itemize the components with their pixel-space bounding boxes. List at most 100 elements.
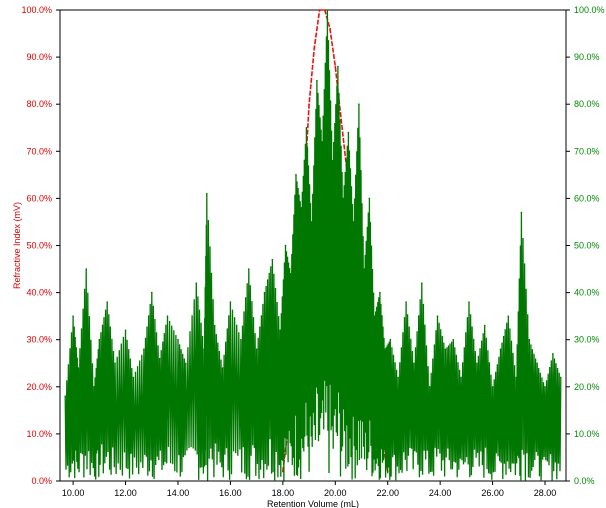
left-y-tick-label: 40.0%: [26, 288, 52, 298]
left-y-tick-label: 70.0%: [26, 146, 52, 156]
x-tick-label: 26.00: [481, 488, 504, 498]
x-tick-label: 24.00: [429, 488, 452, 498]
second-detector-point: [150, 291, 153, 294]
second-detector-point: [326, 9, 329, 11]
second-detector-point: [358, 103, 360, 105]
second-detector-point: [559, 376, 562, 379]
second-detector-point: [515, 376, 517, 379]
second-detector-point: [352, 221, 355, 223]
second-detector-point: [263, 291, 266, 294]
left-y-tick-label: 20.0%: [26, 382, 52, 392]
second-detector-point: [520, 211, 523, 214]
second-detector-point: [363, 268, 365, 270]
second-detector-point: [114, 362, 116, 365]
x-tick-label: 28.00: [534, 488, 557, 498]
second-detector-point: [206, 192, 208, 195]
second-detector-point: [491, 386, 494, 388]
second-detector-point: [203, 348, 205, 350]
second-detector-point: [158, 357, 161, 360]
right-y-tick-label: 40.0%: [574, 288, 600, 298]
second-detector-point: [444, 348, 447, 350]
right-y-tick-label: 30.0%: [574, 335, 600, 345]
right-y-tick-label: 60.0%: [574, 193, 600, 203]
second-detector-point: [397, 376, 400, 379]
refractive-index-point: [318, 9, 321, 11]
x-tick-label: 14.00: [167, 488, 190, 498]
second-detector-point: [213, 324, 216, 327]
left-y-tick-label: 60.0%: [26, 193, 52, 203]
second-detector-point: [279, 329, 282, 332]
second-detector-point: [552, 353, 554, 355]
second-detector-point: [536, 362, 538, 365]
left-y-tick-label: 90.0%: [26, 52, 52, 62]
second-detector-point: [295, 174, 297, 176]
x-tick-label: 16.00: [219, 488, 242, 498]
second-detector-point: [221, 367, 224, 369]
second-detector-point: [405, 301, 407, 303]
right-y-tick-label: 0.0%: [574, 476, 595, 486]
left-y-tick-label: 10.0%: [26, 429, 52, 439]
second-detector-point: [373, 315, 376, 317]
second-detector-point: [507, 315, 510, 317]
x-tick-label: 12.00: [114, 488, 137, 498]
left-y-axis-title: Refractive Index (mV): [12, 202, 22, 289]
left-axis-ticks: 0.0% 10.0% 20.0% 30.0% 40.0% 50.0% 60.0% 70.0% 8…: [21, 5, 60, 486]
second-detector-point: [347, 131, 350, 134]
second-detector-point: [384, 348, 386, 350]
second-detector-point: [132, 376, 135, 379]
x-tick-label: 18.00: [272, 488, 295, 498]
second-detector-point: [368, 197, 371, 200]
second-detector-point: [166, 315, 169, 317]
refractive-index-point: [313, 46, 316, 49]
second-detector-point: [310, 221, 313, 223]
second-detector-point: [483, 324, 486, 327]
second-detector-trace: [64, 9, 562, 482]
refractive-index-point: [339, 112, 342, 115]
second-detector-point: [143, 348, 145, 350]
second-detector-point: [93, 386, 95, 388]
right-y-tick-label: 70.0%: [574, 146, 600, 156]
second-detector-point: [300, 207, 303, 209]
second-detector-point: [468, 301, 470, 303]
second-detector-point: [255, 348, 258, 350]
second-detector-point: [72, 315, 74, 317]
second-detector-point: [229, 301, 232, 303]
second-detector-point: [247, 268, 250, 270]
second-detector-point: [284, 244, 287, 247]
second-detector-point: [460, 376, 462, 379]
right-y-tick-label: 100.0%: [574, 5, 605, 15]
second-detector-point: [321, 141, 323, 143]
second-detector-point: [316, 79, 318, 82]
second-detector-point: [544, 386, 546, 388]
second-detector-point: [499, 348, 502, 350]
second-detector-point: [331, 159, 334, 162]
second-detector-point: [289, 272, 292, 275]
left-y-tick-label: 0.0%: [31, 476, 52, 486]
refractive-index-point: [334, 65, 337, 68]
second-detector-point: [124, 329, 127, 332]
second-detector-point: [185, 362, 187, 365]
left-y-tick-label: 30.0%: [26, 335, 52, 345]
second-detector-point: [528, 338, 531, 341]
second-detector-point: [452, 338, 455, 341]
second-detector-point: [421, 282, 423, 284]
left-y-tick-label: 50.0%: [26, 241, 52, 251]
second-detector-point: [413, 362, 415, 365]
right-y-tick-label: 90.0%: [574, 52, 600, 62]
x-tick-label: 20.00: [324, 488, 347, 498]
second-detector-point: [106, 301, 108, 303]
second-detector-point: [77, 367, 80, 369]
right-y-tick-label: 20.0%: [574, 382, 600, 392]
left-y-tick-label: 80.0%: [26, 99, 52, 109]
second-detector-point: [342, 197, 344, 200]
right-axis-ticks: 0.0% 10.0% 20.0% 30.0% 40.0% 50.0% 60.0% 70.0% 8…: [566, 5, 605, 486]
x-tick-label: 10.00: [62, 488, 85, 498]
refractive-index-point: [329, 28, 331, 30]
second-detector-point: [240, 338, 242, 341]
x-tick-label: 22.00: [376, 488, 399, 498]
second-detector-point: [177, 338, 179, 341]
second-detector-point: [389, 338, 392, 341]
left-y-tick-label: 100.0%: [21, 5, 52, 15]
second-detector-point: [379, 291, 381, 294]
